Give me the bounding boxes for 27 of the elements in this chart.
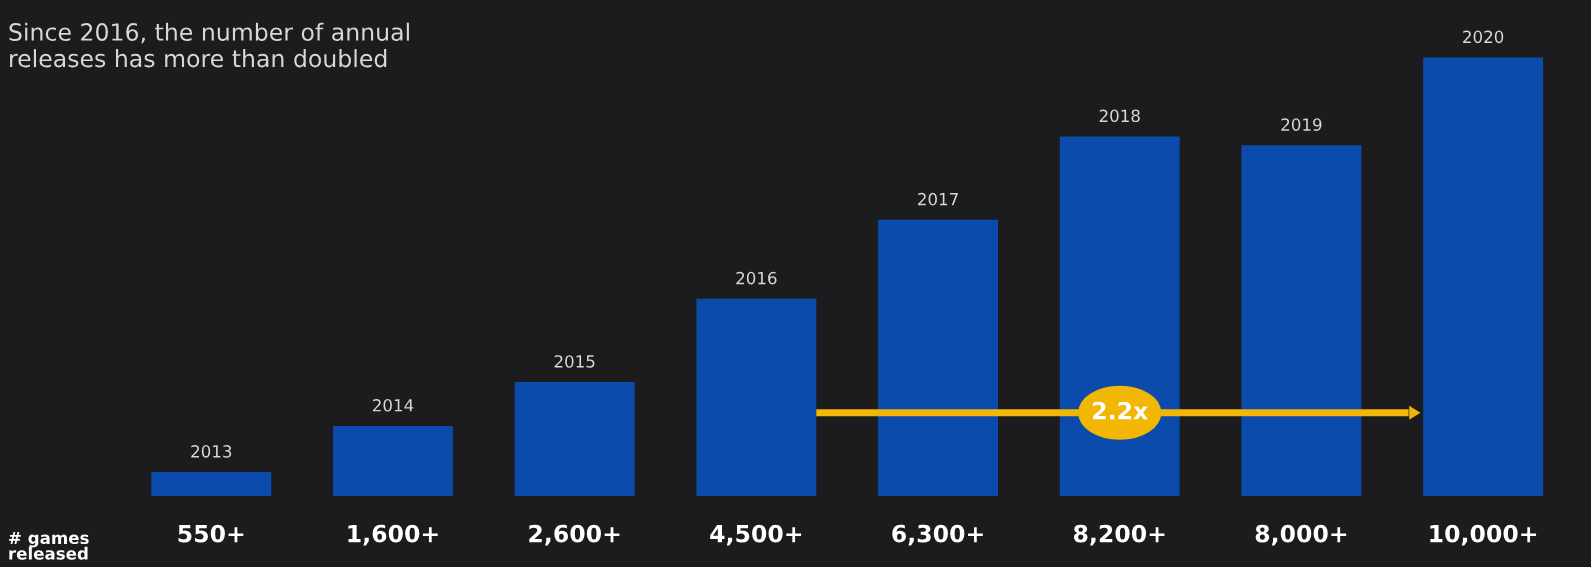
data-label: 2,600+ xyxy=(529,524,620,546)
bar xyxy=(333,425,453,497)
data-label: 1,600+ xyxy=(348,524,438,546)
bar xyxy=(1423,57,1544,497)
data-label: 10,000+ xyxy=(1430,524,1537,546)
bar xyxy=(151,472,272,497)
annotation: 2.2x xyxy=(1093,401,1148,420)
data-label: 4,500+ xyxy=(710,524,802,546)
x-tick-label: 2013 xyxy=(191,445,232,458)
x-tick-label: 2017 xyxy=(918,192,958,206)
chart-title: Since 2016, the number of annual releases has more than doubled xyxy=(9,22,409,68)
bar xyxy=(878,219,999,497)
x-tick-label: 2019 xyxy=(1281,118,1322,131)
bar xyxy=(696,298,817,497)
data-label: 8,000+ xyxy=(1255,524,1347,546)
data-label: 6,300+ xyxy=(892,524,983,546)
bar xyxy=(1241,145,1362,497)
bar xyxy=(1059,136,1180,497)
x-tick-label: 2016 xyxy=(736,271,777,285)
bar xyxy=(514,382,635,497)
x-tick-label: 2014 xyxy=(373,399,414,412)
x-tick-label: 2020 xyxy=(1463,30,1504,44)
x-tick-label: 2018 xyxy=(1099,109,1140,123)
data-label: 550+ xyxy=(178,524,244,543)
x-tick-label: 2015 xyxy=(554,355,595,368)
text: # games released xyxy=(9,531,89,560)
data-label: 8,200+ xyxy=(1073,524,1165,546)
